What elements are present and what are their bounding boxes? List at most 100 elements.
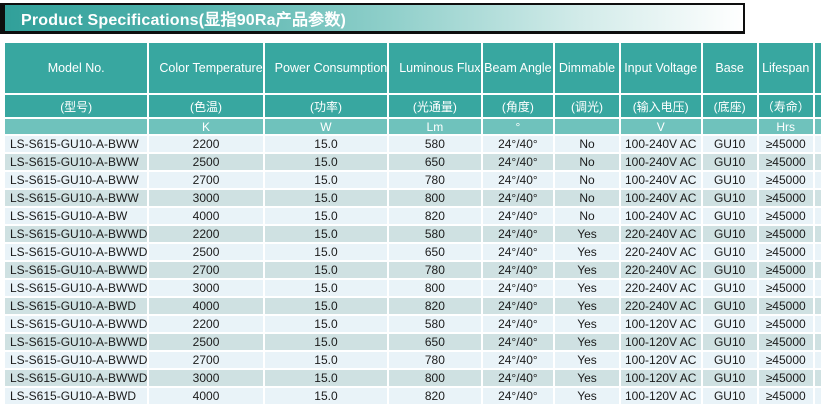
cell-dimmable: Yes	[555, 280, 619, 296]
cell-power-consumption: 15.0	[264, 370, 388, 386]
cell-model-no: LS-S615-GU10-A-BWWD	[5, 226, 148, 242]
cell-luminous-flux: 580	[389, 316, 481, 332]
spec-table: Model No. Color Temperature Power Consum…	[3, 41, 823, 406]
cell-luminous-flux: 820	[389, 388, 481, 404]
cell-lifespan: ≥45000	[758, 298, 813, 314]
cell-beam-angle: 24°/40°	[482, 262, 554, 278]
cell-dimmable: Yes	[555, 298, 619, 314]
page-title-zh: (显指90Ra产品参数)	[198, 12, 347, 29]
cell-base: GU10	[702, 370, 757, 386]
cell-luminous-flux: 820	[389, 298, 481, 314]
cell-beam-angle: 24°/40°	[482, 154, 554, 170]
cell-base: GU10	[702, 334, 757, 350]
table-row: LS-S615-GU10-A-BWWD 2200 15.0 580 24°/40…	[5, 226, 821, 242]
cell-filler	[814, 172, 821, 188]
cell-dimmable: Yes	[555, 244, 619, 260]
col-header-model-no: Model No.	[5, 43, 148, 93]
cell-beam-angle: 24°/40°	[482, 298, 554, 314]
cell-model-no: LS-S615-GU10-A-BWD	[5, 388, 148, 404]
cell-color-temperature: 3000	[149, 280, 263, 296]
cell-model-no: LS-S615-GU10-A-BWW	[5, 172, 148, 188]
cell-base: GU10	[702, 190, 757, 206]
cell-beam-angle: 24°/40°	[482, 136, 554, 152]
cell-color-temperature: 2500	[149, 334, 263, 350]
cell-dimmable: No	[555, 136, 619, 152]
cell-filler	[814, 208, 821, 224]
col-header-zh-filler	[814, 95, 821, 117]
title-bar: Product Specifications(显指90Ra产品参数)	[0, 3, 745, 34]
cell-dimmable: No	[555, 190, 619, 206]
cell-lifespan: ≥45000	[758, 352, 813, 368]
cell-color-temperature: 4000	[149, 388, 263, 404]
col-unit-beam-angle: °	[482, 119, 554, 134]
cell-color-temperature: 4000	[149, 298, 263, 314]
cell-power-consumption: 15.0	[264, 334, 388, 350]
cell-input-voltage: 220-240V AC	[620, 226, 701, 242]
cell-luminous-flux: 580	[389, 136, 481, 152]
col-header-zh-input-voltage: (输入电压)	[620, 95, 701, 117]
col-header-beam-angle: Beam Angle	[482, 43, 554, 93]
cell-beam-angle: 24°/40°	[482, 370, 554, 386]
cell-luminous-flux: 800	[389, 190, 481, 206]
cell-filler	[814, 226, 821, 242]
cell-color-temperature: 2200	[149, 316, 263, 332]
cell-color-temperature: 3000	[149, 370, 263, 386]
cell-filler	[814, 316, 821, 332]
cell-lifespan: ≥45000	[758, 334, 813, 350]
cell-base: GU10	[702, 298, 757, 314]
cell-model-no: LS-S615-GU10-A-BWWD	[5, 262, 148, 278]
header-row-units: K W Lm ° V Hrs	[5, 119, 821, 134]
col-header-luminous-flux: Luminous Flux	[389, 43, 481, 93]
header-row-chinese: (型号) (色温) (功率) (光通量) (角度) (调光) (输入电压) (底…	[5, 95, 821, 117]
cell-power-consumption: 15.0	[264, 280, 388, 296]
cell-lifespan: ≥45000	[758, 316, 813, 332]
cell-lifespan: ≥45000	[758, 172, 813, 188]
cell-power-consumption: 15.0	[264, 262, 388, 278]
cell-luminous-flux: 800	[389, 370, 481, 386]
cell-lifespan: ≥45000	[758, 226, 813, 242]
cell-luminous-flux: 800	[389, 280, 481, 296]
cell-model-no: LS-S615-GU10-A-BWWD	[5, 370, 148, 386]
cell-input-voltage: 220-240V AC	[620, 262, 701, 278]
table-row: LS-S615-GU10-A-BWWD 2200 15.0 580 24°/40…	[5, 316, 821, 332]
page-title: Product Specifications(显指90Ra产品参数)	[21, 6, 346, 30]
cell-base: GU10	[702, 262, 757, 278]
table-row: LS-S615-GU10-A-BWD 4000 15.0 820 24°/40°…	[5, 298, 821, 314]
table-row: LS-S615-GU10-A-BWWD 2500 15.0 650 24°/40…	[5, 334, 821, 350]
col-header-lifespan: Lifespan	[758, 43, 813, 93]
cell-dimmable: Yes	[555, 316, 619, 332]
col-header-base: Base	[702, 43, 757, 93]
cell-filler	[814, 298, 821, 314]
cell-base: GU10	[702, 388, 757, 404]
cell-dimmable: No	[555, 154, 619, 170]
col-unit-input-voltage: V	[620, 119, 701, 134]
cell-model-no: LS-S615-GU10-A-BWW	[5, 190, 148, 206]
cell-color-temperature: 4000	[149, 208, 263, 224]
col-unit-base	[702, 119, 757, 134]
cell-dimmable: Yes	[555, 226, 619, 242]
page-title-en: Product Specifications	[21, 12, 199, 29]
cell-power-consumption: 15.0	[264, 154, 388, 170]
cell-lifespan: ≥45000	[758, 208, 813, 224]
cell-lifespan: ≥45000	[758, 262, 813, 278]
cell-base: GU10	[702, 280, 757, 296]
col-header-zh-dimmable: (调光)	[555, 95, 619, 117]
cell-base: GU10	[702, 136, 757, 152]
cell-filler	[814, 352, 821, 368]
cell-lifespan: ≥45000	[758, 154, 813, 170]
cell-beam-angle: 24°/40°	[482, 190, 554, 206]
cell-power-consumption: 15.0	[264, 226, 388, 242]
cell-luminous-flux: 820	[389, 208, 481, 224]
cell-beam-angle: 24°/40°	[482, 334, 554, 350]
cell-power-consumption: 15.0	[264, 388, 388, 404]
table-row: LS-S615-GU10-A-BW 4000 15.0 820 24°/40° …	[5, 208, 821, 224]
cell-model-no: LS-S615-GU10-A-BWWD	[5, 334, 148, 350]
col-header-power-consumption: Power Consumption	[264, 43, 388, 93]
cell-model-no: LS-S615-GU10-A-BWWD	[5, 280, 148, 296]
col-unit-luminous-flux: Lm	[389, 119, 481, 134]
cell-color-temperature: 2500	[149, 244, 263, 260]
cell-luminous-flux: 650	[389, 154, 481, 170]
cell-color-temperature: 2500	[149, 154, 263, 170]
cell-input-voltage: 100-240V AC	[620, 172, 701, 188]
table-row: LS-S615-GU10-A-BWW 3000 15.0 800 24°/40°…	[5, 190, 821, 206]
